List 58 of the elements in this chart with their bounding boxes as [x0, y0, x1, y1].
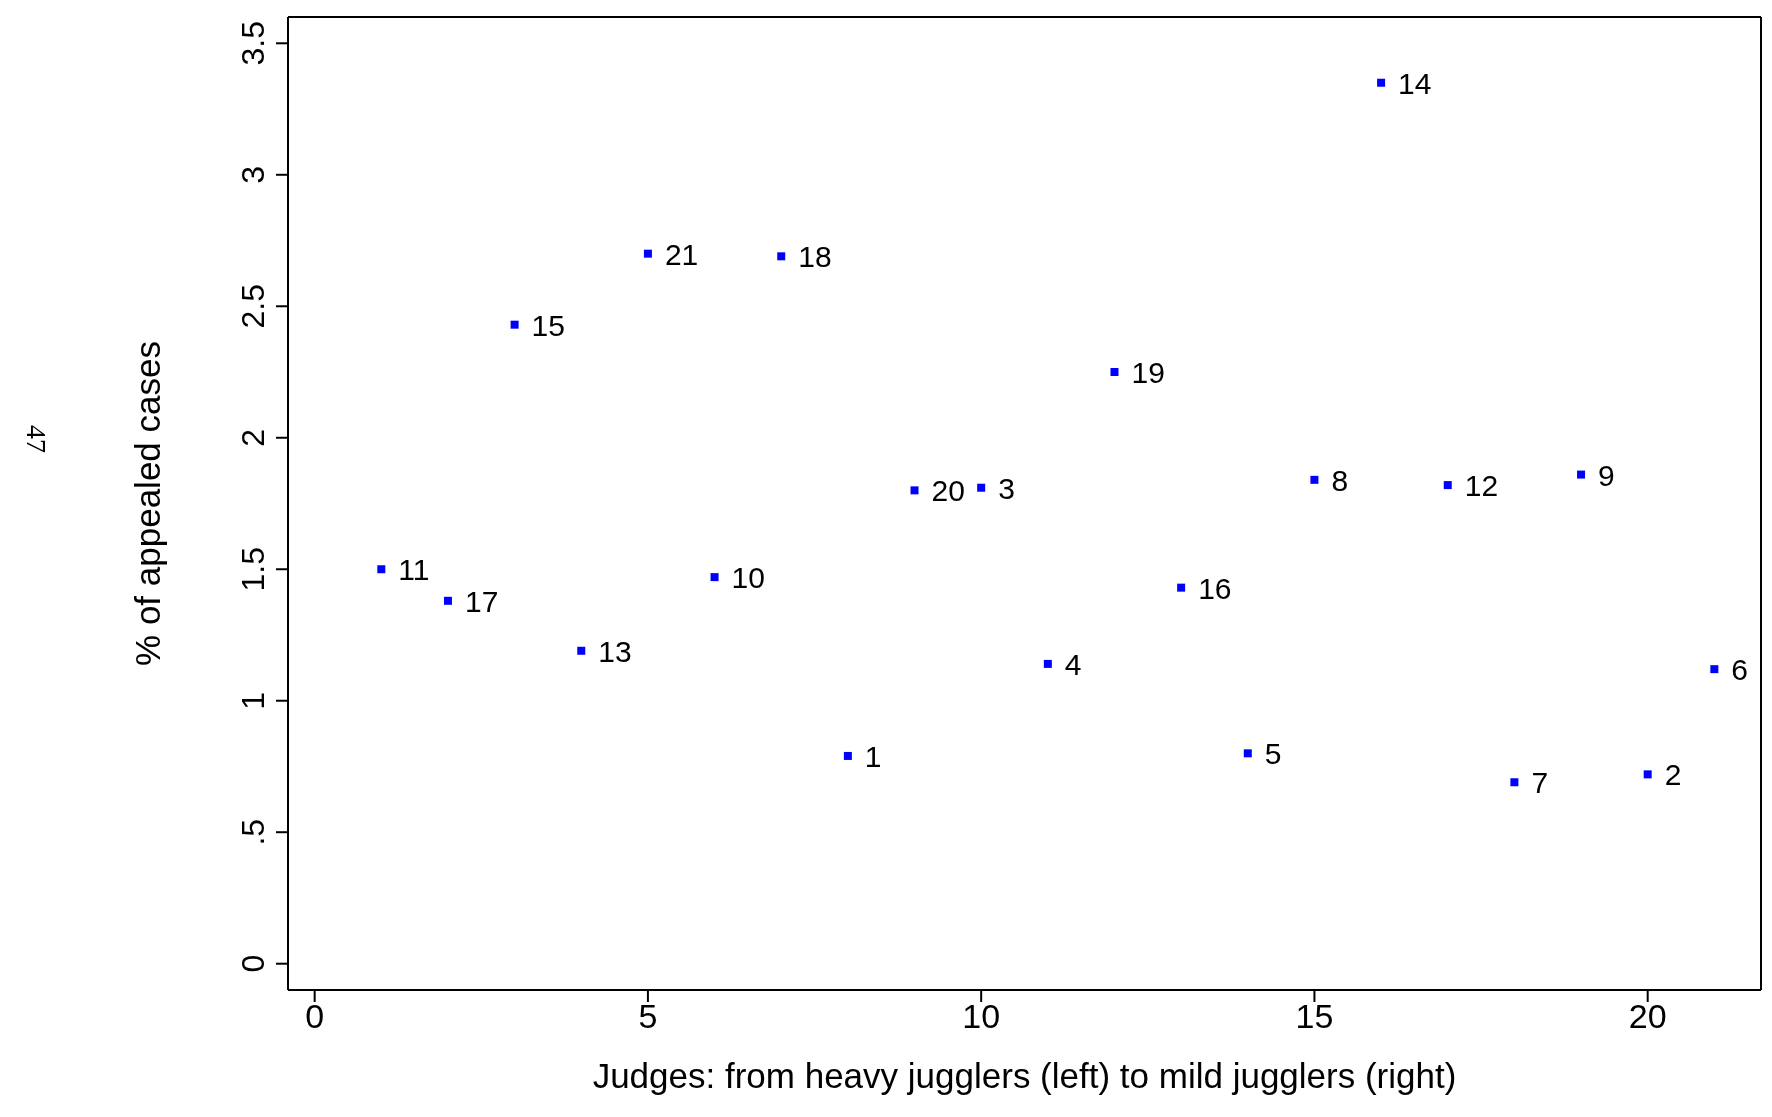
point	[1377, 78, 1386, 87]
point	[710, 573, 719, 582]
annotation: 1	[864, 739, 882, 773]
annotation: 12	[1464, 469, 1499, 503]
x-tick-label: 5	[638, 997, 658, 1036]
annotation: 21	[664, 237, 699, 271]
y-tick-label: 3	[235, 165, 271, 184]
text: 47	[20, 425, 52, 453]
annotation: 6	[1731, 653, 1749, 687]
y-tick-label: 2	[235, 428, 271, 447]
point	[577, 646, 586, 655]
annotation: 19	[1131, 356, 1165, 390]
point	[1243, 749, 1252, 758]
point	[443, 596, 452, 605]
x-tick-label: 20	[1628, 997, 1667, 1036]
y-tick-label: 1	[235, 691, 271, 710]
annotation: 11	[398, 553, 430, 587]
annotation: 9	[1598, 458, 1615, 492]
point	[1310, 475, 1319, 484]
annotation: 3	[998, 471, 1015, 505]
x-axis-title: Judges: from heavy jugglers (left) to mild jugglers (right)	[592, 1056, 1457, 1095]
y-tick-label: 0	[235, 954, 271, 973]
y-tick-label: .5	[235, 818, 271, 846]
point	[377, 565, 386, 574]
annotation: 8	[1331, 463, 1349, 497]
annotation: 13	[598, 634, 632, 668]
y-tick-label: 3.5	[235, 21, 271, 66]
point	[1110, 368, 1119, 377]
annotation: 4	[1064, 647, 1082, 681]
point	[977, 483, 986, 492]
point	[510, 320, 519, 329]
point	[643, 249, 652, 258]
annotation: 5	[1264, 737, 1282, 771]
annotation: 20	[931, 474, 965, 508]
point	[1510, 778, 1519, 787]
annotation: 7	[1531, 766, 1549, 800]
point	[1177, 583, 1186, 592]
annotation: 16	[1198, 571, 1232, 605]
point	[777, 252, 786, 261]
point	[1443, 481, 1452, 490]
y-tick-label: 1.5	[235, 547, 271, 592]
annotation: 17	[464, 584, 499, 618]
x-tick-label: 0	[305, 997, 325, 1036]
point	[1643, 770, 1652, 779]
point	[910, 486, 919, 495]
point	[1043, 659, 1052, 668]
annotation: 18	[798, 240, 832, 274]
annotation: 15	[531, 308, 565, 342]
point	[843, 751, 852, 760]
x-tick-label: 10	[962, 997, 1001, 1036]
y-tick-label: 2.5	[235, 284, 271, 329]
x-tick-label: 15	[1295, 997, 1334, 1036]
annotation: 10	[731, 561, 765, 595]
point	[1577, 470, 1586, 479]
annotation: 2	[1664, 758, 1682, 792]
y-axis-title: % of appealed cases	[128, 341, 168, 666]
point	[1710, 665, 1719, 674]
annotation: 14	[1398, 66, 1432, 100]
